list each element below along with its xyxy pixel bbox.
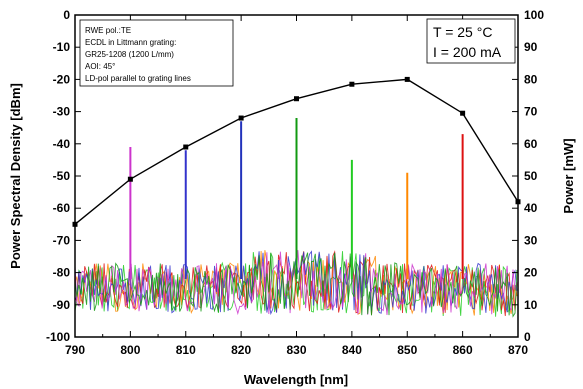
y-left-tick-label: -80: [53, 266, 71, 280]
y-left-tick-label: -100: [46, 330, 70, 344]
y-right-tick-label: 80: [524, 72, 538, 86]
y-axis-label-right: Power [mW]: [561, 138, 576, 213]
y-right-tick-label: 40: [524, 201, 538, 215]
current-label: I = 200 mA: [433, 44, 502, 60]
y-left-tick-label: -30: [53, 105, 71, 119]
power-point: [294, 96, 299, 102]
x-tick-label: 850: [397, 343, 417, 357]
power-point: [349, 81, 355, 87]
y-right-tick-label: 70: [524, 105, 538, 119]
power-point: [404, 76, 410, 82]
y-right-tick-label: 10: [524, 298, 538, 312]
noise-trace: [74, 250, 518, 317]
x-tick-label: 860: [453, 343, 473, 357]
y-right-tick-label: 20: [524, 266, 538, 280]
power-point: [183, 144, 189, 150]
noise-trace: [74, 250, 518, 316]
info-line-3: GR25-1208 (1200 L/mm): [85, 50, 174, 59]
power-point: [460, 110, 466, 116]
y-right-tick-label: 50: [524, 169, 538, 183]
y-left-tick-label: 0: [63, 8, 70, 22]
y-axis-label-left: Power Spectral Density [dBm]: [8, 83, 23, 269]
power-point: [238, 115, 244, 121]
spectral-peaks: [129, 118, 464, 280]
info-box-frame: [79, 19, 234, 87]
axis-ticks: 790 800 810 820 830 840 850 860 8700-10-20-30-40…: [46, 8, 544, 357]
x-tick-label: 790: [65, 343, 85, 357]
y-right-tick-label: 30: [524, 233, 538, 247]
conditions-box: T = 25 °C I = 200 mA: [426, 18, 516, 64]
info-box: RWE pol.:TE ECDL in Littmann grating: GR…: [79, 19, 234, 87]
y-left-tick-label: -90: [53, 298, 71, 312]
y-right-tick-label: 90: [524, 40, 538, 54]
x-tick-label: 800: [120, 343, 140, 357]
x-tick-label: 830: [286, 343, 306, 357]
y-left-tick-label: -20: [53, 72, 71, 86]
x-tick-label: 840: [342, 343, 362, 357]
y-left-tick-label: -40: [53, 137, 71, 151]
x-tick-label: 810: [176, 343, 196, 357]
info-line-5: LD-pol parallel to grating lines: [85, 74, 191, 83]
y-left-tick-label: -70: [53, 233, 71, 247]
x-tick-label: 870: [508, 343, 528, 357]
temperature-label: T = 25 °C: [433, 24, 492, 40]
x-axis-label: Wavelength [nm]: [244, 372, 348, 387]
y-right-tick-label: 100: [524, 8, 544, 22]
conditions-box-frame: [426, 18, 516, 64]
power-point: [127, 176, 133, 182]
info-line-4: AOI: 45°: [85, 62, 115, 71]
y-right-tick-label: 0: [524, 330, 531, 344]
y-right-tick-label: 60: [524, 137, 538, 151]
y-left-tick-label: -60: [53, 201, 71, 215]
info-line-1: RWE pol.:TE: [85, 26, 131, 35]
x-tick-label: 820: [231, 343, 251, 357]
info-line-2: ECDL in Littmann grating:: [85, 38, 176, 47]
y-left-tick-label: -10: [53, 40, 71, 54]
y-left-tick-label: -50: [53, 169, 71, 183]
